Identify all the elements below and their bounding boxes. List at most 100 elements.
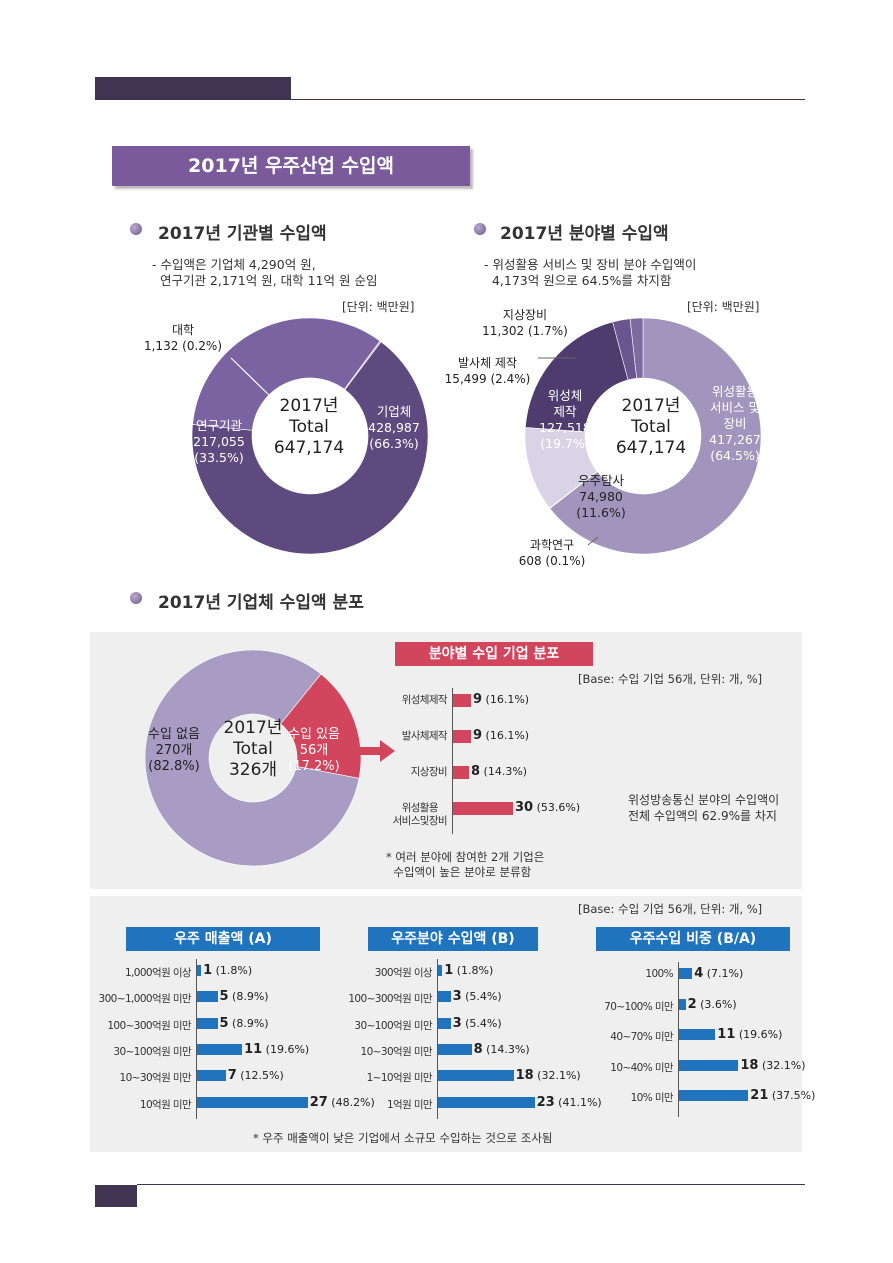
bar-value-label: 11 (19.6%) [244,1041,310,1057]
bar-value-label: 2 (3.6%) [687,996,737,1012]
donut-slice-2 [343,340,382,391]
axis-line [678,962,679,1117]
label-univ: 대학 1,132 (0.2%) [143,323,223,353]
bar-category-label: 10% 미만 [630,1092,674,1104]
donut-slice-3 [524,321,629,433]
bullet-icon [130,592,142,604]
label-ground: 지상장비 11,302 (1.7%) [482,308,568,338]
bar-category-label: 40~70% 미만 [610,1031,673,1043]
bar-value-label: 21 (37.5%) [750,1088,816,1103]
chart-a-title: 우주 매출액 (A) [126,927,320,951]
bar-category-label: 70~100% 미만 [604,1000,673,1013]
bar-value-label: 7 (12.5%) [227,1068,284,1084]
label-science: 과학연구 608 (0.1%) [518,538,586,568]
bar [679,1059,739,1071]
donut-slice-5 [629,317,644,379]
bar [197,991,218,1003]
donut-center-companies: 2017년 Total 326개 [223,718,283,780]
bar-category-label: 100~300억원 미만 [107,1019,191,1032]
bar [679,998,686,1010]
bar-value-label: 1 (1.8%) [203,963,253,978]
bar-category-label: 10~40% 미만 [610,1061,673,1074]
unit-label: [단위: 백만원] [687,300,760,314]
bar-category-label: 1,000억원 이상 [124,967,192,979]
bar-value-label: 3 (5.4%) [452,1015,502,1031]
bar-value-label: 18 (32.1%) [740,1057,806,1073]
bottom-footnote: * 우주 매출액이 낮은 기업에서 소규모 수입하는 것으로 조사됨 [253,1131,553,1145]
donut-slice-1 [192,317,381,431]
bar [197,1043,243,1055]
label-research: 연구기관 217,055 (33.5%) [193,418,245,465]
axis-line [452,688,453,834]
bar-category-label: 발사체제작 [401,730,448,742]
bar-category-label: 1억원 미만 [386,1098,433,1111]
axis-line [437,959,438,1119]
bar [438,1043,472,1055]
axis-line [196,959,197,1119]
bar-value-label: 30 (53.6%) [515,800,581,815]
bar-category-label: 지상장비 [410,766,448,778]
label-explore: 우주탐사 74,980 (11.6%) [576,473,626,520]
bar-category-label: 10~30억원 미만 [360,1045,433,1058]
section-title-institution: 2017년 기관별 수입액 [158,224,327,244]
bar-value-label: 5 (8.9%) [219,989,269,1005]
bar [453,802,513,815]
bar [438,991,451,1003]
label-no-income: 수입 없음 270개 (82.8%) [148,727,200,774]
bar [438,965,443,976]
donut-slice-1 [280,673,362,779]
donut-center-field: 2017년 Total 647,174 [615,396,687,458]
bullet-icon [130,223,142,235]
donut-slice-0 [549,317,762,555]
bar [197,1096,308,1108]
bar-category-label: 10~30억원 미만 [119,1072,192,1085]
label-company: 기업체 428,987 (66.3%) [368,404,420,451]
bar-value-label: 8 (14.3%) [473,1041,530,1057]
header-line [95,99,805,100]
bar-value-label: 4 (7.1%) [694,966,744,981]
bar [679,1029,716,1040]
field-chart-title: 분야별 수입 기업 분포 [395,642,593,666]
bar [453,766,469,779]
donut-companies [144,649,362,867]
bar-value-label: 9 (16.1%) [473,728,530,743]
bar-value-label: 27 (48.2%) [309,1094,375,1110]
label-launch: 발사체 제작 15,499 (2.4%) [444,356,531,386]
footer-bar [95,1185,137,1207]
donut-center-institution: 2017년 Total 647,174 [273,396,345,458]
donut-slice-0 [191,341,429,555]
chart-c-title: 우주수입 비중 (B/A) [596,927,790,951]
bar-value-label: 3 (5.4%) [452,989,502,1005]
label-sat-mfg: 위성체 제작 127,518 (19.7%) [539,388,591,451]
bullet-icon [474,223,486,235]
bar-category-label: 100~300억원 미만 [348,993,432,1006]
bar-value-label: 1 (1.8%) [444,963,494,978]
field-note: * 여러 분야에 참여한 2개 기업은 수입액이 높은 분야로 분류함 [386,850,545,879]
bar [453,730,471,743]
science-leader-line [587,536,599,546]
donut-institution [191,317,429,555]
bar-value-label: 11 (19.6%) [717,1027,783,1042]
bottom-base: [Base: 수입 기업 56개, 단위: 개, %] [578,902,763,916]
bar-category-label: 100% [645,968,673,980]
bar-value-label: 18 (32.1%) [515,1068,581,1084]
donut-slice-0 [144,649,360,867]
header-bar [95,77,291,99]
bar-category-label: 10억원 미만 [139,1098,192,1111]
section-title-field: 2017년 분야별 수입액 [500,224,669,244]
footer-line [137,1184,805,1185]
bar-value-label: 23 (41.1%) [536,1094,602,1110]
bar-category-label: 300억원 이상 [374,967,433,979]
field-chart-base: [Base: 수입 기업 56개, 단위: 개, %] [578,672,763,686]
bar-category-label: 위성체제작 [401,694,448,706]
section-desc-field: - 위성활용 서비스 및 장비 분야 수입액이 4,173억 원으로 64.5%… [484,257,697,288]
label-has-income: 수입 있음 56개 (17.2%) [288,727,340,774]
bar [197,1017,218,1029]
univ-leader-line [230,357,270,396]
bar-category-label: 1~10억원 미만 [366,1072,433,1085]
section-desc-institution: - 수입액은 기업체 4,290억 원, 연구기관 2,171억 원, 대학 1… [152,257,378,288]
section-title-distribution: 2017년 기업체 수입액 분포 [158,593,364,613]
bar-category-label: 300~1,000억원 미만 [98,993,192,1006]
side-note: 위성방송통신 분야의 수입액이 전체 수입액의 62.9%를 차지 [628,793,780,823]
bar-value-label: 8 (14.3%) [471,764,528,779]
